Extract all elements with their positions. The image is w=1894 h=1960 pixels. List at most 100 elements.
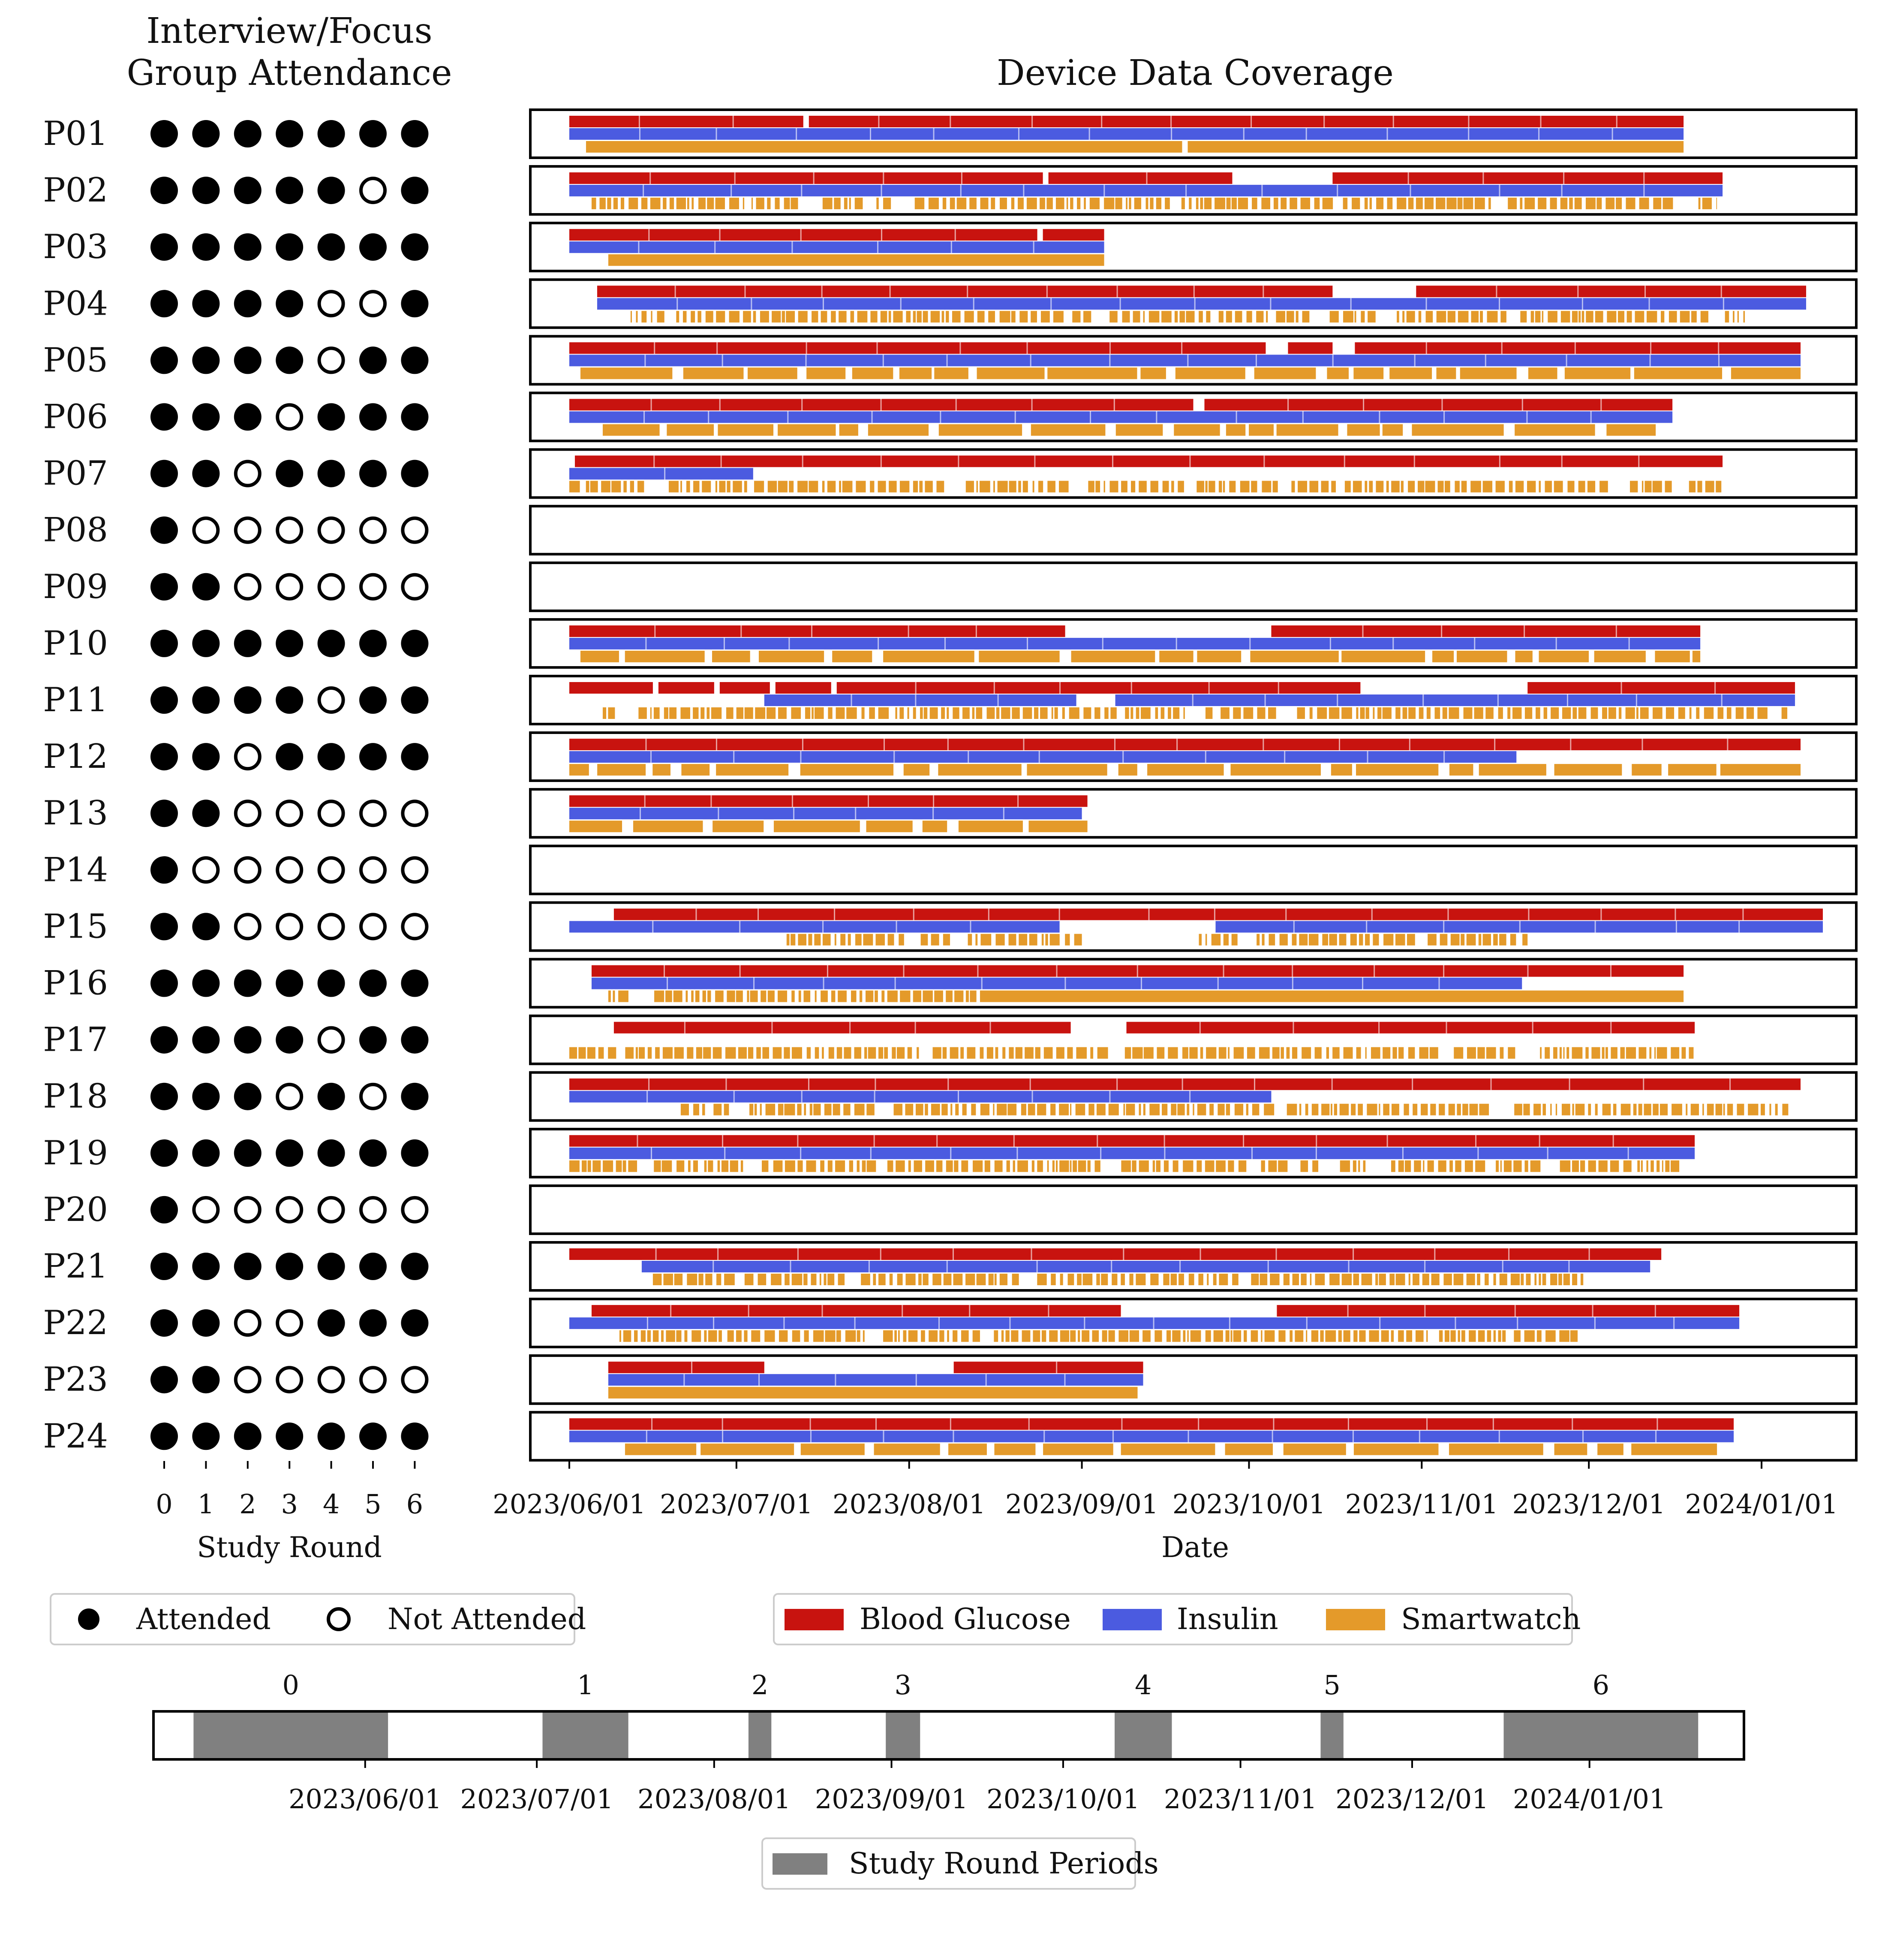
- smartwatch-tick: [1129, 1330, 1139, 1342]
- smartwatch-tick: [1376, 481, 1384, 493]
- smartwatch-tick: [1524, 1330, 1535, 1342]
- attended-dot: [401, 686, 429, 714]
- smartwatch-tick: [1453, 1274, 1464, 1285]
- smartwatch-tick: [1270, 1274, 1280, 1285]
- smartwatch-tick: [1775, 1103, 1778, 1115]
- smartwatch-tick: [1633, 1103, 1637, 1115]
- smartwatch-tick: [1160, 707, 1165, 719]
- insulin-bar-gap: [1655, 1431, 1657, 1443]
- glucose-bar: [569, 1135, 1695, 1147]
- insulin-bar-gap: [997, 694, 999, 706]
- study-period-x-tick-label: 2024/01/01: [1513, 1783, 1666, 1815]
- smartwatch-tick: [1408, 1274, 1410, 1285]
- smartwatch-tick: [1580, 1160, 1585, 1172]
- smartwatch-tick: [1072, 311, 1081, 323]
- attended-dot: [234, 403, 262, 431]
- smartwatch-tick: [715, 990, 724, 1002]
- smartwatch-tick: [1381, 1330, 1389, 1342]
- smartwatch-tick: [1365, 934, 1370, 946]
- smartwatch-tick: [831, 990, 836, 1002]
- glucose-bar-gap: [802, 455, 803, 467]
- glucose-bar-gap: [1616, 116, 1617, 127]
- attended-dot: [234, 1026, 262, 1054]
- smartwatch-tick: [1746, 707, 1754, 719]
- smartwatch-tick: [1329, 707, 1340, 719]
- insulin-bar-gap: [790, 1261, 791, 1272]
- attendance-x-tick-label: 6: [406, 1488, 423, 1520]
- smartwatch-bar: [1634, 367, 1723, 379]
- smartwatch-tick: [1522, 934, 1528, 946]
- smartwatch-tick: [994, 1274, 997, 1285]
- glucose-bar-gap: [849, 1022, 851, 1034]
- insulin-bar-gap: [1153, 1317, 1154, 1329]
- smartwatch-tick: [1493, 1330, 1496, 1342]
- smartwatch-tick: [1199, 311, 1203, 323]
- not-attended-dot: [359, 1082, 387, 1110]
- glucose-bar-gap: [720, 455, 722, 467]
- glucose-bar-gap: [655, 1248, 657, 1260]
- smartwatch-bar: [569, 764, 589, 776]
- insulin-bar-gap: [854, 1317, 856, 1329]
- smartwatch-tick: [1094, 707, 1100, 719]
- attended-dot: [150, 629, 178, 657]
- insulin-bar-gap: [932, 808, 934, 820]
- smartwatch-tick: [1130, 707, 1133, 719]
- glucose-bar-gap: [1441, 399, 1443, 411]
- smartwatch-tick: [1560, 1160, 1571, 1172]
- attendance-legend-box: [50, 1593, 575, 1645]
- smartwatch-tick: [1121, 1274, 1125, 1285]
- insulin-bar-gap: [1164, 1147, 1166, 1159]
- smartwatch-tick: [821, 311, 827, 323]
- participant-label: P10: [43, 624, 108, 663]
- smartwatch-tick: [1140, 707, 1151, 719]
- smartwatch-bar: [1554, 764, 1622, 776]
- smartwatch-tick: [1444, 481, 1450, 493]
- smartwatch-tick: [1437, 481, 1444, 493]
- smartwatch-tick: [1471, 311, 1479, 323]
- smartwatch-tick: [1163, 1160, 1169, 1172]
- smartwatch-tick: [1351, 1103, 1356, 1115]
- smartwatch-bar: [1456, 650, 1507, 662]
- smartwatch-tick: [1278, 1160, 1288, 1172]
- smartwatch-tick: [1649, 1047, 1652, 1059]
- glucose-bar-gap: [650, 399, 652, 411]
- smartwatch-bar: [625, 650, 705, 662]
- smartwatch-tick: [1251, 481, 1257, 493]
- smartwatch-tick: [1447, 311, 1456, 323]
- smartwatch-tick: [1257, 707, 1266, 719]
- smartwatch-tick: [1727, 1103, 1733, 1115]
- smartwatch-tick: [833, 1103, 840, 1115]
- smartwatch-tick: [1561, 1103, 1570, 1115]
- glucose-bar-gap: [821, 286, 823, 298]
- attended-dot: [359, 460, 387, 487]
- smartwatch-tick: [813, 1103, 821, 1115]
- smartwatch-tick: [1591, 1047, 1600, 1059]
- smartwatch-tick: [663, 1274, 673, 1285]
- glucose-bar-gap: [1577, 286, 1579, 298]
- smartwatch-tick: [1197, 1160, 1202, 1172]
- smartwatch-tick: [1704, 707, 1714, 719]
- attended-dot: [276, 233, 304, 261]
- smartwatch-bar: [1031, 424, 1106, 436]
- smartwatch-tick: [903, 1330, 907, 1342]
- smartwatch-tick: [1590, 707, 1598, 719]
- smartwatch-tick: [1538, 198, 1547, 210]
- smartwatch-tick: [1542, 1103, 1546, 1115]
- smartwatch-tick: [941, 707, 945, 719]
- smartwatch-tick: [1605, 198, 1615, 210]
- insulin-bar-gap: [973, 298, 974, 310]
- glucose-bar-gap: [954, 229, 956, 241]
- insulin-bar-gap: [1185, 185, 1187, 197]
- smartwatch-tick: [636, 311, 638, 323]
- attended-dot: [192, 290, 220, 318]
- smartwatch-tick: [1383, 934, 1394, 946]
- smartwatch-tick: [1478, 934, 1482, 946]
- insulin-bar-gap: [1119, 298, 1121, 310]
- smartwatch-tick: [1074, 934, 1082, 946]
- smartwatch-tick: [851, 990, 857, 1002]
- glucose-bar-gap: [1189, 455, 1191, 467]
- smartwatch-tick: [1386, 481, 1389, 493]
- smartwatch-tick: [1231, 934, 1238, 946]
- smartwatch-tick: [1049, 1330, 1058, 1342]
- smartwatch-tick: [1500, 311, 1506, 323]
